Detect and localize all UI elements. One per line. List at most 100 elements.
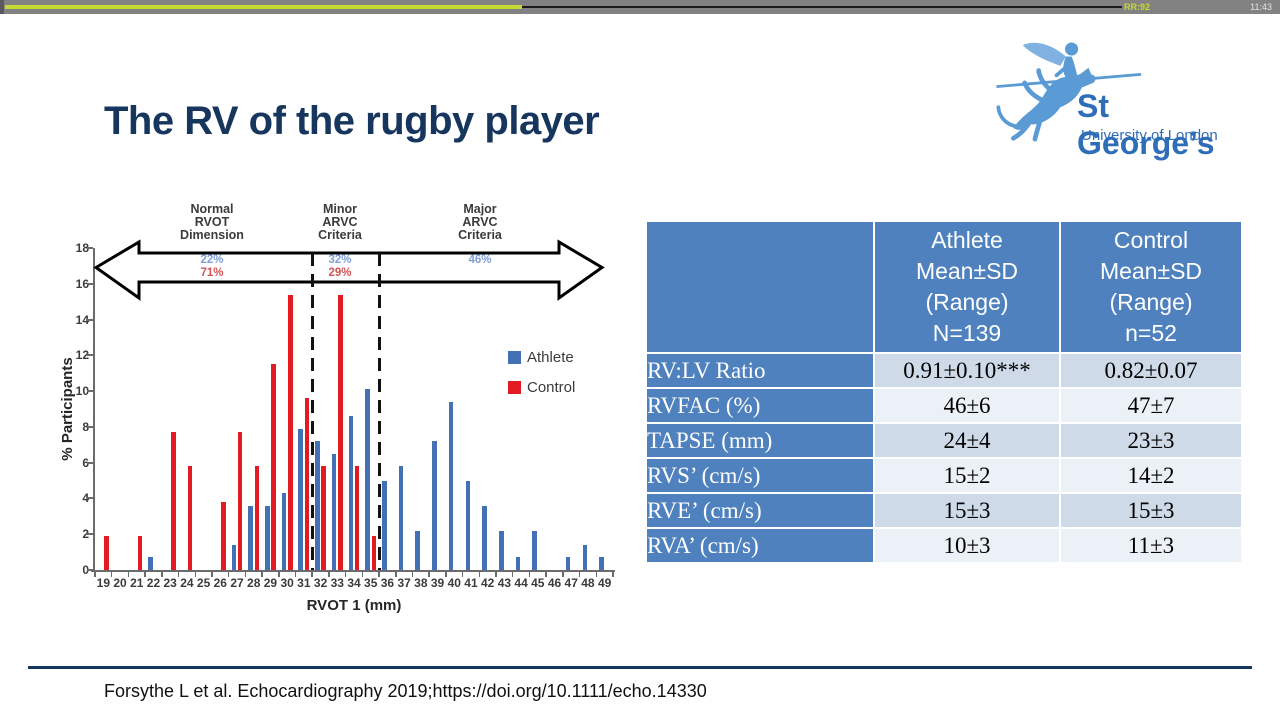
logo-name: St George’s bbox=[1077, 88, 1215, 161]
y-axis-tick bbox=[87, 282, 93, 285]
y-axis-tick-label: 16 bbox=[75, 276, 89, 291]
control-bar bbox=[221, 502, 226, 570]
control-value: 47±7 bbox=[1061, 389, 1241, 422]
x-axis-tick bbox=[562, 572, 564, 577]
x-axis-tick-label: 19 bbox=[96, 576, 111, 590]
control-bar bbox=[271, 364, 276, 570]
x-axis-tick bbox=[461, 572, 464, 577]
y-axis-tick bbox=[87, 497, 93, 500]
x-axis-tick bbox=[344, 572, 347, 577]
x-axis-tick bbox=[244, 572, 247, 577]
x-axis-tick-label: 45 bbox=[531, 576, 545, 590]
row-label: RVFAC (%) bbox=[647, 389, 873, 422]
x-axis-tick bbox=[378, 572, 380, 577]
x-axis-tick-label: 36 bbox=[380, 576, 395, 590]
table-row: RVA’ (cm/s) 10±3 11±3 bbox=[647, 529, 1241, 562]
y-axis-tick-label: 12 bbox=[75, 348, 89, 363]
x-axis-tick bbox=[94, 572, 96, 577]
control-value: 0.82±0.07 bbox=[1061, 354, 1241, 387]
y-axis-tick-label: 6 bbox=[82, 455, 89, 470]
x-axis-tick bbox=[428, 572, 430, 577]
x-axis-tick-label: 22 bbox=[146, 576, 161, 590]
header-control-cell: Control Mean±SD (Range) n=52 bbox=[1061, 222, 1241, 352]
zone-percentages: 32% 29% bbox=[270, 254, 410, 280]
player-progress-bar[interactable]: RR:92 11:43 bbox=[0, 0, 1280, 14]
athlete-bar bbox=[315, 441, 320, 570]
athlete-bar bbox=[498, 530, 504, 570]
x-axis-tick-label: 26 bbox=[213, 576, 227, 590]
x-axis-tick bbox=[211, 572, 213, 577]
control-value: 15±3 bbox=[1061, 494, 1241, 527]
table-row: RVE’ (cm/s) 15±3 15±3 bbox=[647, 494, 1241, 527]
x-axis-tick-label: 28 bbox=[247, 576, 261, 590]
athlete-bar bbox=[382, 480, 387, 570]
y-axis-tick bbox=[87, 533, 93, 536]
athlete-value: 10±3 bbox=[875, 529, 1059, 562]
knight-on-horse-icon bbox=[996, 42, 1142, 142]
x-axis-tick-label: 24 bbox=[180, 576, 194, 590]
athlete-value: 24±4 bbox=[875, 424, 1059, 457]
y-axis-tick-label: 10 bbox=[75, 384, 89, 399]
x-axis-tick-label: 37 bbox=[397, 576, 411, 590]
athlete-bar bbox=[515, 557, 521, 570]
control-bar bbox=[187, 466, 193, 570]
x-axis-tick-label: 25 bbox=[196, 576, 211, 590]
citation-text: Forsythe L et al. Echocardiography 2019;… bbox=[104, 681, 707, 701]
y-axis-tick bbox=[87, 390, 93, 393]
rvot-histogram-chart: Normal RVOT Dimension 22% 71% Minor ARVC… bbox=[45, 193, 637, 638]
x-axis-tick bbox=[545, 572, 547, 577]
x-axis-tick bbox=[294, 572, 297, 577]
athlete-percentage: 22% bbox=[200, 254, 224, 266]
athlete-swatch-icon bbox=[508, 351, 521, 364]
y-axis-line bbox=[93, 248, 95, 572]
x-axis-tick-label: 23 bbox=[163, 576, 177, 590]
y-axis-tick-label: 2 bbox=[82, 527, 89, 542]
zone-major-arvc: Major ARVC Criteria 46% bbox=[410, 203, 550, 267]
x-axis-tick bbox=[511, 572, 514, 577]
x-axis-tick-label: 38 bbox=[414, 576, 428, 590]
progress-elapsed bbox=[5, 5, 522, 9]
control-bar bbox=[304, 398, 310, 570]
control-bar bbox=[254, 466, 260, 570]
legend-item-athlete: Athlete bbox=[508, 349, 575, 366]
x-axis-tick bbox=[612, 572, 614, 577]
x-axis-tick bbox=[227, 572, 230, 577]
x-axis-tick-label: 43 bbox=[497, 576, 512, 590]
x-axis-tick-label: 46 bbox=[547, 576, 562, 590]
timer-readout: RR:92 bbox=[1124, 2, 1151, 12]
control-bar bbox=[104, 536, 109, 570]
logo-subtitle: University of London bbox=[1081, 127, 1218, 144]
athlete-value: 15±2 bbox=[875, 459, 1059, 492]
y-axis-tick-label: 4 bbox=[82, 491, 89, 506]
x-axis-tick-label: 20 bbox=[113, 576, 127, 590]
x-axis-tick-label: 33 bbox=[330, 576, 344, 590]
x-axis-tick-label: 32 bbox=[313, 576, 328, 590]
x-axis-tick bbox=[411, 572, 414, 577]
control-bar bbox=[137, 536, 143, 570]
x-axis-tick bbox=[311, 572, 313, 577]
x-axis-tick bbox=[144, 572, 146, 577]
athlete-bar bbox=[298, 428, 304, 570]
x-axis-tick bbox=[478, 572, 481, 577]
zone-percentages: 46% bbox=[410, 254, 550, 267]
zone-percentages: 22% 71% bbox=[142, 254, 282, 280]
athlete-percentage: 32% bbox=[328, 254, 352, 266]
legend-label: Control bbox=[527, 379, 576, 396]
control-value: 23±3 bbox=[1061, 424, 1241, 457]
x-axis-tick-label: 21 bbox=[130, 576, 144, 590]
x-axis-tick bbox=[127, 572, 130, 577]
progress-bar-edge bbox=[0, 0, 4, 14]
x-axis-tick bbox=[361, 572, 364, 577]
footer-divider bbox=[28, 666, 1252, 669]
table-row: RV:LV Ratio 0.91±0.10*** 0.82±0.07 bbox=[647, 354, 1241, 387]
control-bar bbox=[371, 536, 377, 570]
control-percentage: 29% bbox=[328, 267, 352, 279]
x-axis-title: RVOT 1 (mm) bbox=[306, 597, 402, 614]
control-bar bbox=[170, 432, 176, 570]
y-axis-tick-label: 0 bbox=[82, 563, 89, 577]
row-label: RVS’ (cm/s) bbox=[647, 459, 873, 492]
university-logo: St George’s University of London bbox=[985, 34, 1245, 161]
x-axis-tick bbox=[194, 572, 196, 577]
athlete-bar bbox=[348, 416, 354, 570]
x-axis-tick-label: 31 bbox=[297, 576, 311, 590]
